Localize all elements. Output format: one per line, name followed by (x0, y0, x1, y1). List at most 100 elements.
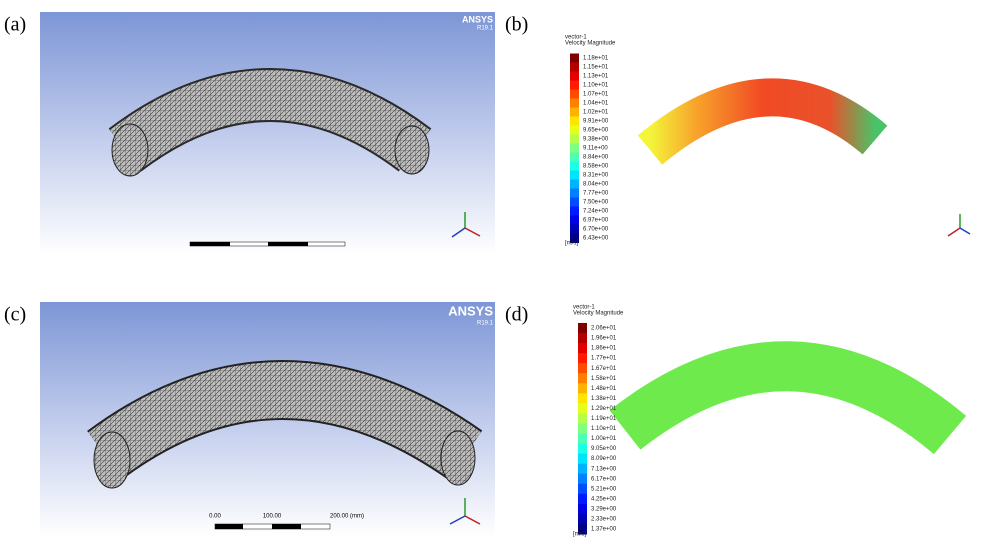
legend-value: 1.48e+01 (591, 386, 617, 392)
legend-swatch (578, 423, 587, 435)
legend-value: 1.00e+01 (591, 436, 617, 442)
legend-value: 1.10e+01 (591, 426, 617, 432)
legend-swatch (578, 333, 587, 344)
legend-unit: [m/s] (573, 532, 586, 538)
legend-value: 7.77e+00 (583, 191, 609, 197)
legend-swatch (578, 503, 587, 515)
legend-value: 8.09e+00 (591, 456, 617, 462)
legend-value: 1.02e+01 (583, 110, 609, 116)
legend-swatch (570, 170, 579, 180)
legend-swatch (570, 116, 579, 126)
legend-swatch (570, 125, 579, 135)
legend-swatch (578, 373, 587, 384)
legend-value: 7.13e+00 (591, 466, 617, 472)
legend-swatch (570, 53, 579, 63)
panel-label: (d) (505, 304, 528, 326)
legend-value: 8.31e+00 (583, 173, 609, 179)
legend-swatch (578, 322, 587, 334)
legend-value: 8.84e+00 (583, 155, 609, 161)
legend-swatch (578, 383, 587, 394)
logo: ANSYS (448, 303, 493, 318)
legend-value: 1.13e+01 (583, 74, 609, 80)
scale-label: 200.00 (mm) (330, 514, 364, 520)
legend-value: 9.65e+00 (583, 128, 609, 134)
legend-swatch (578, 513, 587, 525)
legend-value: 1.37e+00 (591, 527, 617, 533)
legend-unit: [m/s] (565, 241, 578, 247)
legend-swatch (578, 463, 587, 475)
legend-swatch (570, 89, 579, 99)
legend-value: 9.05e+00 (591, 446, 617, 452)
legend-swatch (578, 363, 587, 374)
legend-swatch (570, 161, 579, 171)
legend-value: 7.24e+00 (583, 209, 609, 215)
legend-value: 1.10e+01 (583, 83, 609, 89)
legend-swatch (570, 233, 579, 243)
legend-swatch (570, 107, 579, 117)
legend-swatch (570, 215, 579, 225)
legend-swatch (570, 188, 579, 198)
legend-swatch (578, 433, 587, 445)
scale-bar (214, 523, 331, 530)
legend-swatch (578, 443, 587, 455)
legend-value: 9.38e+00 (583, 137, 609, 143)
legend-value: 6.43e+00 (583, 236, 609, 242)
velocity-field (609, 341, 967, 455)
legend-swatch (578, 393, 587, 404)
viewport-b (540, 12, 983, 255)
legend-value: 1.77e+01 (591, 356, 617, 362)
legend-swatch (578, 353, 587, 364)
legend-value: 9.91e+00 (583, 119, 609, 125)
panel-label: (b) (505, 14, 528, 36)
velocity-field (637, 78, 888, 165)
legend-title: vector-1 (573, 305, 595, 311)
legend-value: 8.04e+00 (583, 182, 609, 188)
legend-value: 7.50e+00 (583, 200, 609, 206)
legend-title: vector-1 (565, 35, 587, 41)
legend-value: 4.25e+00 (591, 496, 617, 502)
pipe-end (394, 125, 430, 175)
legend-value: 1.86e+01 (591, 346, 617, 352)
legend-swatch (578, 493, 587, 505)
scale-label: 100.00 (263, 514, 282, 520)
legend-swatch (570, 62, 579, 72)
legend-value: 9.11e+00 (583, 146, 608, 152)
scale-bar (189, 241, 346, 247)
panel-label: (a) (4, 14, 26, 36)
pipe-end (440, 430, 476, 486)
legend-value: 1.04e+01 (583, 101, 609, 107)
legend-subtitle: Velocity Magnitude (573, 311, 624, 317)
legend-value: 6.97e+00 (583, 218, 609, 224)
pipe-mesh (109, 70, 431, 171)
legend-swatch (570, 143, 579, 153)
legend-swatch (570, 134, 579, 144)
legend-swatch (578, 523, 587, 535)
panel-label: (c) (4, 304, 26, 326)
legend-value: 1.29e+01 (591, 406, 617, 412)
legend-swatch (570, 98, 579, 108)
legend-value: 2.33e+00 (591, 517, 617, 523)
legend-value: 1.15e+01 (583, 65, 609, 71)
legend-swatch (570, 152, 579, 162)
legend-swatch (578, 403, 587, 414)
legend-swatch (570, 71, 579, 81)
version: R19.1 (477, 321, 494, 327)
legend-value: 1.18e+01 (583, 56, 609, 62)
legend-swatch (570, 80, 579, 90)
legend-swatch (578, 413, 587, 424)
legend-value: 1.38e+01 (591, 396, 617, 402)
axis-triad (449, 212, 971, 525)
scale-label: 0.00 (209, 514, 221, 520)
legend-swatch (578, 453, 587, 465)
legend-value: 6.17e+00 (591, 476, 617, 482)
pipe-end (93, 431, 131, 489)
pipe-mesh (88, 362, 482, 479)
version: R19.1 (477, 26, 494, 32)
legend-value: 1.07e+01 (583, 92, 609, 98)
legend-value: 8.58e+00 (583, 164, 609, 170)
logo: ANSYS (462, 14, 493, 24)
legend-value: 3.29e+00 (591, 506, 617, 512)
legend-swatch (570, 179, 579, 189)
